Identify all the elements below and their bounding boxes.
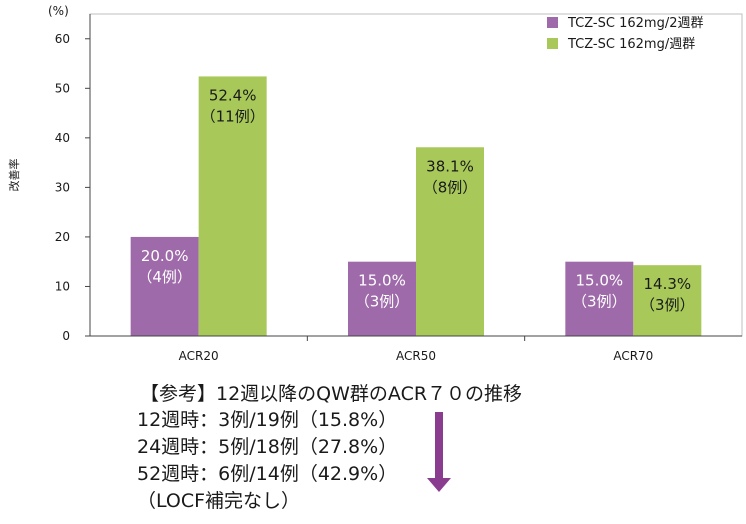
note-line: 12週時：3例/19例（15.8%） [137,409,398,431]
bar [130,236,199,336]
bar-value-label: 15.0% [576,272,624,290]
bar-labels: 20.0% （4例） 15.0% （3例） 15.0% （3例） 52.4% （11例） 38.… [137,86,694,314]
y-tick-label: 40 [55,131,70,145]
bar-value-label: 20.0% [141,247,189,265]
bar-count-label: （3例） [355,293,410,311]
bar-value-label: 52.4% [209,86,257,104]
down-arrow-icon [427,412,451,492]
y-axis: 0 10 20 30 40 50 60 [55,14,91,343]
bar [633,265,702,336]
legend-label: TCZ-SC 162mg/2週群 [567,16,703,31]
legend-label: TCZ-SC 162mg/週群 [567,37,695,52]
bar-count-label: （4例） [137,268,192,286]
note-line: （LOCF補完なし） [137,490,301,512]
x-axis: ACR20 ACR50 ACR70 [90,335,742,363]
y-tick-label: 60 [55,32,70,46]
x-tick-label: ACR20 [179,349,219,363]
bar-count-label: （3例） [640,296,695,314]
x-tick-label: ACR70 [613,349,653,363]
bar-count-label: （8例） [423,178,478,196]
bar-count-label: （11例） [201,107,265,125]
y-tick-label: 0 [62,329,70,343]
y-unit-label: (%) [48,4,69,18]
bar-chart: (%) 改善率 0 10 20 30 40 50 60 20.0% （4例） 15.0% （3例）… [7,4,743,363]
y-tick-label: 10 [55,279,70,293]
bar-count-label: （3例） [572,293,627,311]
bar [348,261,416,336]
note-line: 24週時：5例/18例（27.8%） [137,436,398,458]
y-tick-label: 20 [55,230,70,244]
bar-value-label: 38.1% [426,157,474,175]
bar [565,261,634,336]
bar [198,76,267,337]
y-tick-label: 50 [55,81,70,95]
bars [130,76,702,337]
bar-value-label: 15.0% [358,272,406,290]
x-tick-label: ACR50 [396,349,436,363]
legend-swatch [547,17,558,28]
note-title: 【参考】12週以降のQW群のACR７０の推移 [140,383,523,405]
bar-value-label: 14.3% [644,275,692,293]
y-axis-title: 改善率 [7,159,21,192]
note-line: 52週時：6例/14例（42.9%） [137,463,398,485]
legend-swatch [547,38,558,49]
y-tick-label: 30 [55,180,70,194]
legend: TCZ-SC 162mg/2週群 TCZ-SC 162mg/週群 [547,16,703,52]
bar [416,147,484,336]
